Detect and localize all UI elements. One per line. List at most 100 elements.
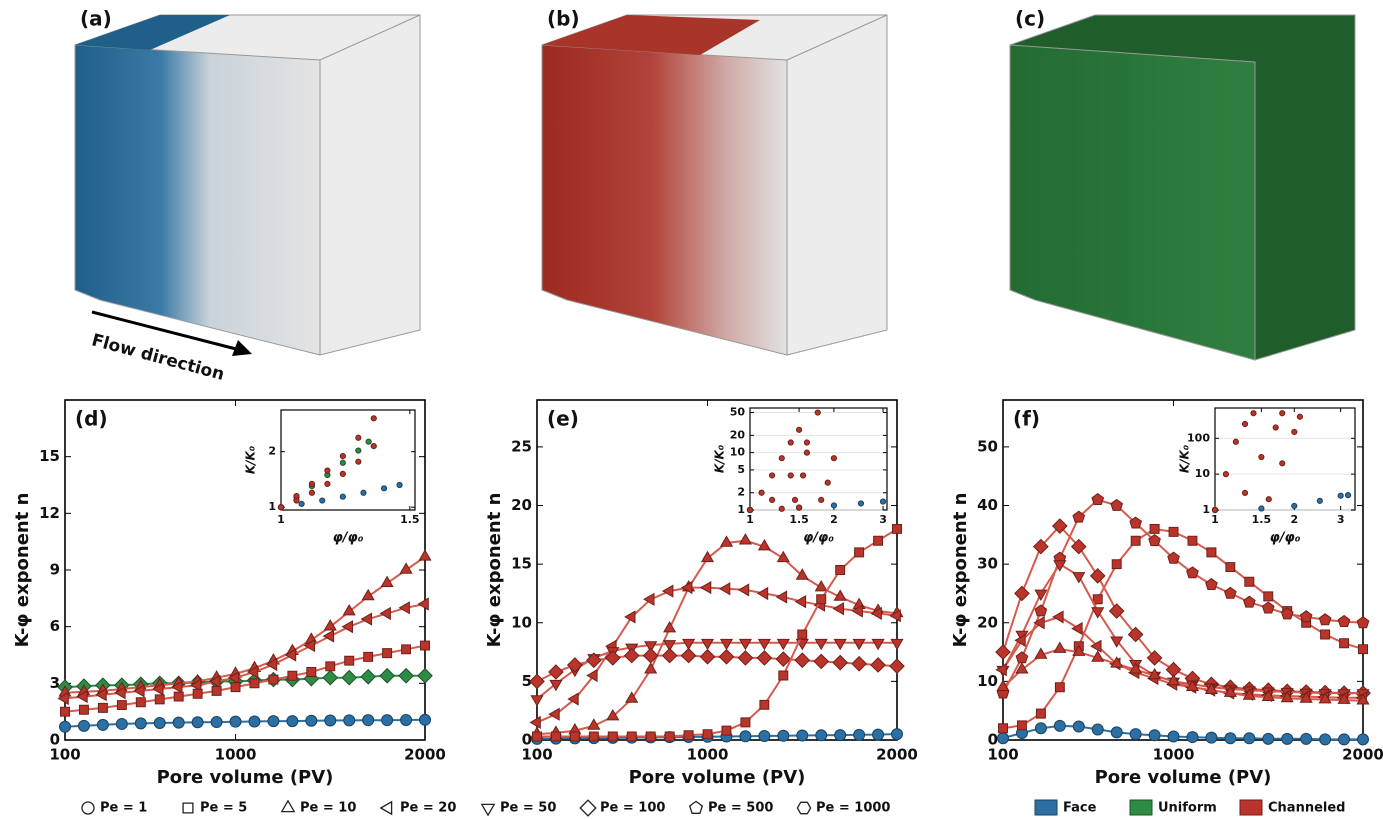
data-point [249,678,260,689]
data-point [96,718,109,731]
data-point [322,669,339,686]
data-point [339,459,346,466]
data-point [1186,566,1199,579]
data-point [265,657,278,672]
data-point [355,447,362,454]
data-point [813,653,830,670]
data-point [1299,610,1313,623]
data-point [851,655,868,672]
data-point [795,504,803,511]
data-point [115,717,128,730]
data-point [277,504,285,511]
data-point [830,455,838,462]
data-point [1279,410,1286,417]
y-axis-label: K-φ exponent n [950,493,971,648]
data-point [362,714,375,727]
data-point [417,667,433,684]
data-point [1127,626,1144,643]
data-point [191,716,204,729]
data-point [778,455,785,462]
data-point [870,606,882,620]
data-point [1224,732,1237,745]
data-point [1149,524,1160,534]
data-point [1337,692,1351,704]
rendering-a [74,14,421,356]
data-point [776,550,790,563]
legend-marker [480,803,496,817]
data-point [759,699,770,710]
data-point [768,472,776,479]
data-point [1091,650,1105,662]
y-tick-label: 0 [988,731,998,749]
data-point [548,707,560,721]
legend-marker [182,802,194,814]
y-tick-label: 25 [511,437,532,455]
data-point [114,686,126,700]
data-point [229,715,242,728]
data-point [758,730,771,743]
data-point [879,498,887,505]
legend-label: Channeled [1268,801,1345,816]
y-tick-label: 20 [511,496,532,514]
data-point [398,667,414,684]
data-point [420,640,430,651]
data-point [1320,629,1331,640]
data-point [77,719,90,732]
data-point [891,728,903,741]
data-point [1148,533,1161,547]
data-point [768,496,776,503]
data-point [1110,636,1124,648]
data-point [1244,576,1255,587]
data-point [1034,647,1048,659]
data-point [787,439,794,446]
data-point [737,583,750,597]
data-point [1071,622,1083,636]
panel-label: (e) [547,407,579,431]
data-point [682,638,696,651]
data-point [739,730,752,743]
data-point [1129,662,1143,674]
data-point [996,679,1010,691]
data-point [1211,506,1219,514]
panel-label: (c) [1015,7,1045,31]
data-point [663,620,677,633]
data-point [267,715,280,728]
legend-marker [796,801,812,815]
data-point [700,550,715,563]
data-point [152,682,164,696]
x-tick-label: 1 [277,513,285,526]
data-point [319,497,326,504]
data-point [857,500,865,507]
y-axis-label: K-φ exponent n [12,493,33,648]
y-tick-label: 5 [522,672,532,690]
x-tick-label: 3 [879,513,887,526]
data-point [419,713,431,726]
flow-label: Flow direction [89,330,226,385]
y-tick-label: 0 [50,731,60,749]
x-tick-label: 1000 [215,746,257,764]
data-point [661,647,678,664]
data-point [551,731,561,742]
data-point [998,723,1008,734]
data-point [370,443,377,450]
y-axis-label: K/K₀ [244,445,258,474]
data-point [1110,656,1124,668]
data-point [776,638,790,651]
data-point [173,691,184,702]
data-point [852,638,866,651]
y-tick-label: 10 [730,446,746,459]
data-point [1053,641,1067,653]
plot-area [749,407,888,511]
y-tick-label: 0 [522,731,532,749]
panel-label: (f) [1013,407,1040,431]
data-point [322,629,335,643]
data-point [1070,538,1087,555]
data-point [246,665,259,679]
data-point [1034,589,1048,602]
data-point [680,647,697,664]
data-point [833,589,847,601]
data-point [757,538,771,551]
x-tick-label: 2000 [404,746,446,764]
data-point [230,682,241,693]
data-point [57,691,69,706]
